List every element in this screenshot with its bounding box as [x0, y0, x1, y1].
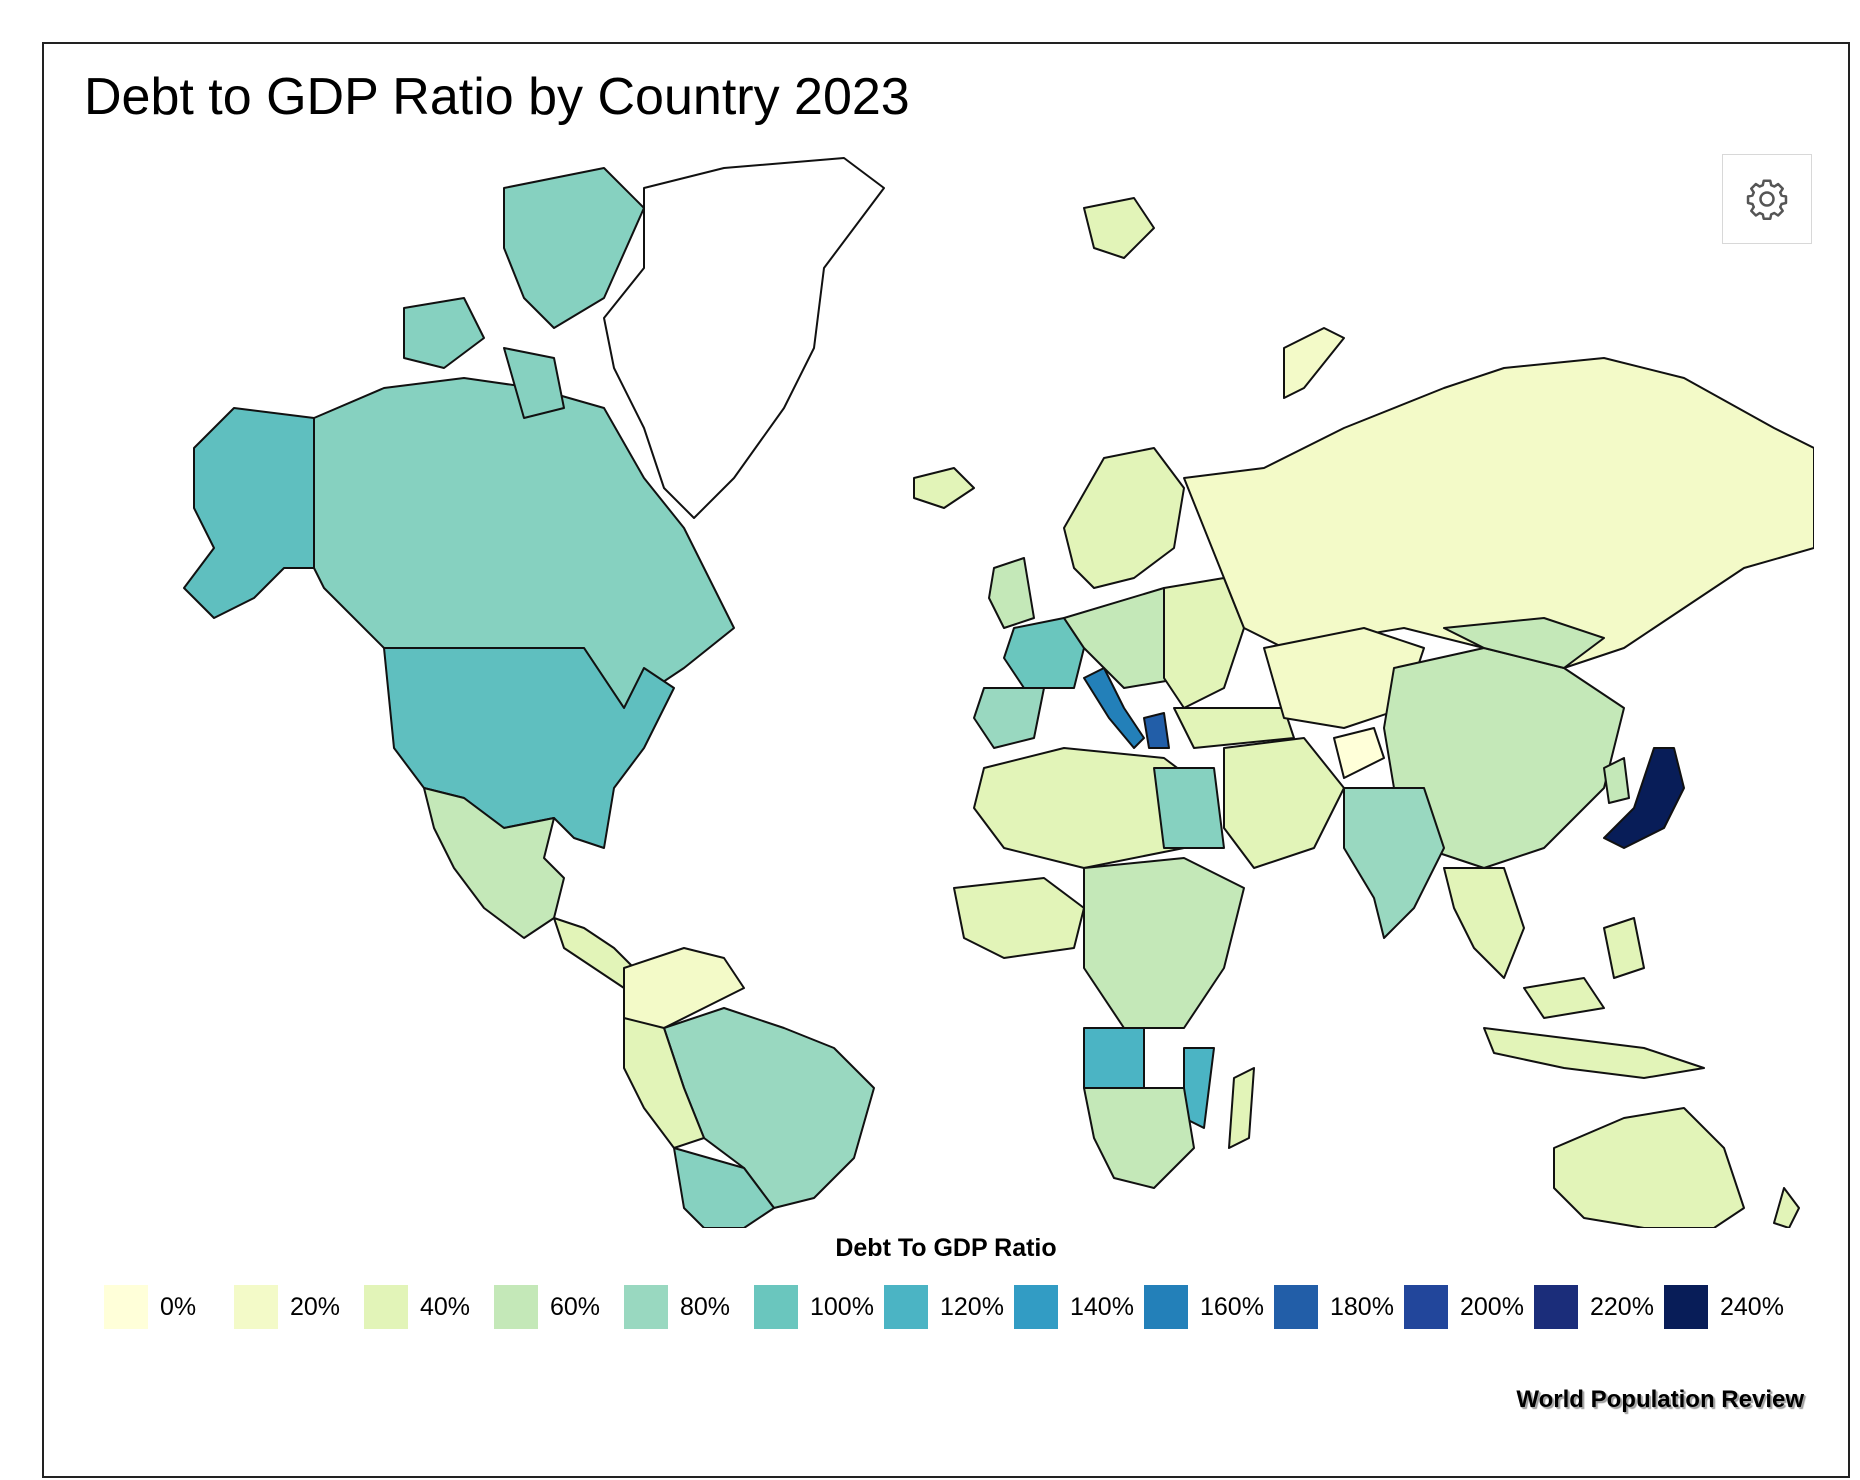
legend-item: 220%: [1534, 1284, 1654, 1330]
world-map[interactable]: [84, 148, 1814, 1228]
region-central-africa[interactable]: [1083, 857, 1245, 1029]
legend-label: 220%: [1590, 1292, 1654, 1321]
legend-label: 240%: [1720, 1292, 1784, 1321]
legend-item: 120%: [884, 1284, 1004, 1330]
region-egypt[interactable]: [1153, 767, 1225, 849]
region-uk[interactable]: [988, 557, 1035, 629]
legend-item: 140%: [1014, 1284, 1134, 1330]
map-frame: Debt to GDP Ratio by Country 2023: [42, 42, 1850, 1478]
legend-item: 100%: [754, 1284, 874, 1330]
legend-swatch: [494, 1285, 538, 1329]
region-madagascar[interactable]: [1228, 1067, 1255, 1149]
legend-swatch: [104, 1285, 148, 1329]
legend-label: 80%: [680, 1292, 731, 1321]
legend-label: 180%: [1330, 1292, 1394, 1321]
legend-item: 180%: [1274, 1284, 1394, 1330]
legend-swatch: [364, 1285, 408, 1329]
region-indonesia[interactable]: [1483, 1027, 1705, 1079]
legend-item: 40%: [364, 1284, 470, 1330]
region-russia[interactable]: [1183, 357, 1814, 669]
legend-label: 140%: [1070, 1292, 1134, 1321]
region-canada-arctic[interactable]: [403, 167, 645, 419]
region-peru-bolivia[interactable]: [623, 1017, 705, 1149]
region-japan[interactable]: [1603, 747, 1685, 849]
region-india[interactable]: [1343, 787, 1445, 939]
region-australia[interactable]: [1553, 1107, 1745, 1228]
region-italy[interactable]: [1083, 667, 1145, 749]
region-mongolia[interactable]: [1443, 617, 1605, 669]
gear-icon: [1746, 179, 1788, 220]
region-korea[interactable]: [1603, 757, 1630, 804]
region-svalbard[interactable]: [1083, 197, 1155, 259]
source-credit: World Population Review: [1516, 1386, 1804, 1413]
page-title: Debt to GDP Ratio by Country 2023: [84, 68, 910, 126]
legend-item: 160%: [1144, 1284, 1264, 1330]
region-central-america[interactable]: [553, 917, 635, 989]
settings-button[interactable]: [1722, 154, 1812, 244]
legend-item: 20%: [234, 1284, 340, 1330]
legend-title: Debt To GDP Ratio: [835, 1234, 1057, 1262]
legend-item: 80%: [624, 1284, 730, 1330]
legend-item: 200%: [1404, 1284, 1524, 1330]
region-west-africa[interactable]: [953, 877, 1085, 959]
region-greece[interactable]: [1143, 712, 1170, 749]
legend-item: 60%: [494, 1284, 600, 1330]
legend-swatch: [624, 1285, 668, 1329]
region-scandinavia[interactable]: [1063, 447, 1185, 589]
legend-label: 120%: [940, 1292, 1004, 1321]
region-middle-east[interactable]: [1223, 737, 1345, 869]
region-argentina[interactable]: [673, 1147, 775, 1228]
legend-item: 0%: [104, 1284, 196, 1330]
legend-swatch: [1664, 1285, 1708, 1329]
legend-swatch: [754, 1285, 798, 1329]
legend-label: 200%: [1460, 1292, 1524, 1321]
region-iberia[interactable]: [973, 687, 1045, 749]
region-afghanistan[interactable]: [1333, 727, 1385, 779]
legend-swatch: [1404, 1285, 1448, 1329]
legend-swatch: [1144, 1285, 1188, 1329]
legend: 0% 20% 40% 60% 80% 100% 120% 140% 160% 180% 200% 22…: [104, 1284, 1804, 1344]
legend-label: 20%: [290, 1292, 341, 1321]
region-new-zealand[interactable]: [1773, 1187, 1800, 1228]
region-mexico[interactable]: [423, 787, 565, 939]
legend-swatch: [884, 1285, 928, 1329]
legend-swatch: [1014, 1285, 1058, 1329]
region-southern-africa[interactable]: [1083, 1087, 1195, 1189]
legend-label: 0%: [160, 1292, 197, 1321]
legend-label: 100%: [810, 1292, 874, 1321]
region-novaya-zemlya[interactable]: [1283, 327, 1345, 399]
region-alaska[interactable]: [183, 407, 315, 619]
legend-swatch: [234, 1285, 278, 1329]
region-southeast-asia[interactable]: [1443, 867, 1645, 1019]
region-canada[interactable]: [313, 377, 735, 709]
legend-swatch: [1534, 1285, 1578, 1329]
legend-label: 160%: [1200, 1292, 1264, 1321]
legend-item: 240%: [1664, 1284, 1784, 1330]
legend-label: 60%: [550, 1292, 601, 1321]
legend-swatch: [1274, 1285, 1318, 1329]
region-angola[interactable]: [1083, 1027, 1145, 1089]
region-iceland[interactable]: [913, 467, 975, 509]
region-greenland[interactable]: [603, 157, 885, 519]
legend-label: 40%: [420, 1292, 471, 1321]
